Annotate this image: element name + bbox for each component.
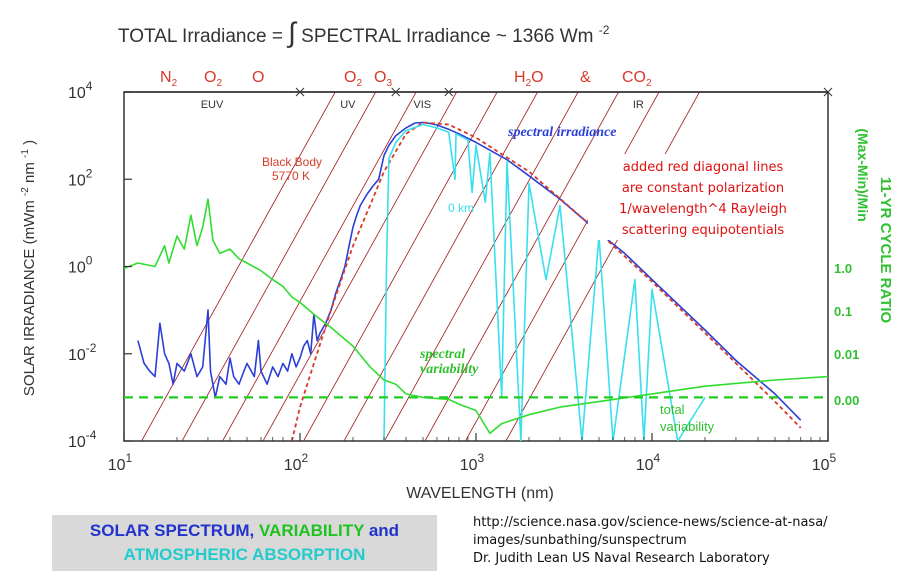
note-line-4: scattering equipotentials bbox=[622, 223, 785, 238]
rayleigh-note: added red diagonal lines are constant po… bbox=[588, 154, 820, 240]
y-label-main: SOLAR IRRADIANCE (mWm bbox=[21, 200, 38, 396]
total-variability-label-1: total bbox=[660, 402, 685, 417]
series-spectral-irradiance bbox=[137, 121, 802, 421]
o-km-label: 0 km bbox=[448, 201, 474, 215]
y2-axis-ticks: 1.0 0.1 0.01 0.00 bbox=[834, 261, 859, 408]
absorber-label-7: CO2 bbox=[622, 69, 652, 89]
plot-frame bbox=[123, 91, 829, 442]
chart-title: TOTAL Irradiance = ∫ SPECTRAL Irradiance… bbox=[118, 17, 610, 48]
note-line-3: 1/wavelength^4 Rayleigh bbox=[619, 202, 787, 217]
absorber-label-2: O bbox=[252, 69, 264, 86]
total-variability-label-2: variability bbox=[660, 419, 715, 434]
spectral-irradiance-label: spectral irradiance bbox=[507, 125, 617, 140]
rayleigh-line-3 bbox=[262, 92, 457, 441]
plot-area bbox=[124, 92, 828, 441]
region-label-euv: EUV bbox=[201, 99, 224, 111]
absorber-label-1: O2 bbox=[204, 69, 222, 89]
y-label-exp1: -2 bbox=[20, 187, 31, 196]
rayleigh-line-2 bbox=[222, 92, 417, 441]
caption-part-3: and bbox=[364, 521, 400, 540]
y-label-exp2: -1 bbox=[20, 149, 31, 158]
rayleigh-note-bg bbox=[588, 154, 820, 240]
y-tick-label-0: 104 bbox=[68, 79, 93, 102]
source-url-2: images/sunbathing/sunspectrum bbox=[473, 533, 687, 548]
title-exp: -2 bbox=[599, 23, 610, 37]
caption-part-4: ATMOSPHERIC ABSORPTION bbox=[123, 545, 366, 564]
caption-box: SOLAR SPECTRUM, VARIABILITY and ATMOSPHE… bbox=[52, 515, 437, 571]
absorber-label-3: O2 bbox=[344, 69, 362, 89]
black-body-label: Black Body bbox=[262, 155, 322, 169]
x-tick-label-4: 105 bbox=[812, 451, 837, 474]
y2-tick-label-2: 0.01 bbox=[834, 347, 859, 362]
region-label-vis: VIS bbox=[413, 99, 431, 111]
absorber-label-5: H2O bbox=[514, 69, 544, 89]
spectral-variability-label-1: spectral bbox=[419, 347, 465, 362]
y2-axis-label-a: 11-YR CYCLE RATIO bbox=[877, 177, 894, 324]
y-label-end: ) bbox=[21, 140, 38, 145]
rayleigh-line-0 bbox=[141, 92, 336, 441]
note-line-2: are constant polarization bbox=[622, 181, 784, 196]
source-credits: http://science.nasa.gov/science-news/sci… bbox=[473, 514, 828, 568]
black-body-temp: 5770 K bbox=[272, 169, 310, 183]
caption-part-1: SOLAR SPECTRUM, bbox=[89, 521, 259, 540]
y-tick-label-4: 10-4 bbox=[68, 428, 97, 451]
rayleigh-line-1 bbox=[181, 92, 377, 441]
x-tick-label-0: 101 bbox=[108, 451, 133, 474]
rayleigh-line-5 bbox=[343, 92, 538, 441]
absorber-label-0: N2 bbox=[160, 69, 178, 89]
source-author: Dr. Judith Lean US Naval Research Labora… bbox=[473, 551, 770, 566]
rayleigh-line-9 bbox=[505, 92, 700, 441]
title-rhs: SPECTRAL Irradiance ~ 1366 Wm bbox=[301, 26, 593, 47]
absorber-label-6: & bbox=[580, 69, 591, 86]
y-label-mid: nm bbox=[21, 162, 38, 183]
x-axis-label: WAVELENGTH (nm) bbox=[406, 485, 554, 502]
rayleigh-line-7 bbox=[424, 92, 619, 441]
y-tick-label-1: 102 bbox=[68, 166, 93, 189]
note-line-1: added red diagonal lines bbox=[623, 160, 784, 175]
absorber-labels: N2 O2 O O2 O3 H2O & CO2 bbox=[160, 69, 652, 89]
y-tick-label-3: 10-2 bbox=[68, 341, 97, 364]
series-0-km bbox=[383, 123, 706, 441]
x-axis-ticks: 101 102 103 104 105 bbox=[108, 433, 837, 474]
y-axis-label: SOLAR IRRADIANCE (mWm -2 nm -1 ) bbox=[15, 140, 38, 396]
spectral-regions: EUV UV VIS IR bbox=[124, 87, 833, 111]
rayleigh-line-4 bbox=[303, 92, 498, 441]
y2-tick-label-1: 0.1 bbox=[834, 304, 852, 319]
series-spectral-variability bbox=[124, 198, 828, 435]
title-integral: ∫ bbox=[286, 17, 298, 48]
x-tick-label-3: 104 bbox=[636, 451, 661, 474]
region-label-uv: UV bbox=[340, 99, 356, 111]
y2-tick-label-0: 1.0 bbox=[834, 261, 852, 276]
x-tick-label-2: 103 bbox=[460, 451, 485, 474]
rayleigh-line-6 bbox=[384, 92, 579, 441]
rayleigh-line-8 bbox=[465, 92, 660, 441]
region-label-ir: IR bbox=[633, 99, 644, 111]
absorber-label-4: O3 bbox=[374, 69, 392, 89]
x-tick-label-1: 102 bbox=[284, 451, 309, 474]
y2-axis-label-b: (Max-Min)/Min bbox=[855, 128, 871, 221]
y-axis-ticks: 104 102 100 10-2 10-4 bbox=[68, 79, 132, 451]
y2-tick-label-3: 0.00 bbox=[834, 393, 859, 408]
spectral-variability-label-2: variability bbox=[420, 362, 479, 377]
caption-part-2: VARIABILITY bbox=[258, 521, 365, 540]
y-tick-label-2: 100 bbox=[68, 254, 93, 277]
title-lhs: TOTAL Irradiance = bbox=[118, 26, 283, 47]
source-url-1: http://science.nasa.gov/science-news/sci… bbox=[473, 515, 828, 530]
